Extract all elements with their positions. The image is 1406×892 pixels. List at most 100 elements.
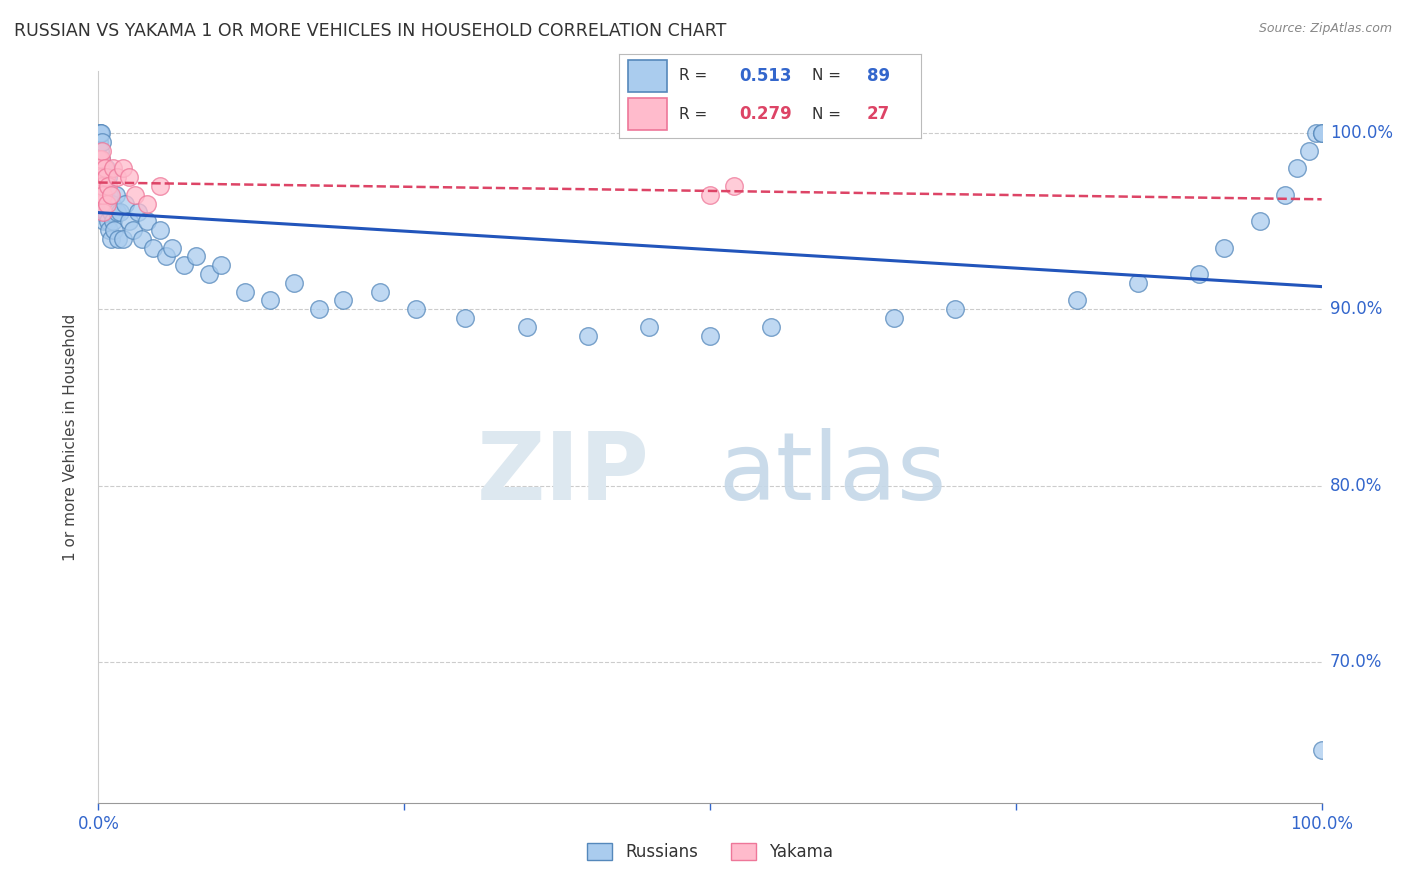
Point [105, 170, 128, 185]
Point [186, 249, 208, 263]
Text: N =: N = [813, 69, 846, 84]
Point [89, 187, 111, 202]
Point [87, 205, 110, 219]
Point [87, 170, 110, 185]
Point [124, 187, 146, 202]
Point [233, 285, 256, 299]
Point [1274, 187, 1296, 202]
Point [89, 170, 111, 185]
Point [98, 223, 121, 237]
Point [883, 311, 905, 326]
Point [89, 153, 111, 167]
Point [107, 232, 129, 246]
Text: N =: N = [813, 107, 846, 121]
Point [637, 320, 661, 334]
Point [1188, 267, 1211, 281]
Point [90, 187, 112, 202]
Point [101, 161, 124, 176]
Point [90, 196, 112, 211]
Point [1066, 293, 1088, 308]
Point [98, 196, 121, 211]
Point [100, 205, 122, 219]
Point [454, 311, 477, 326]
Bar [627, 61, 666, 92]
Point [100, 232, 122, 246]
Text: Source: ZipAtlas.com: Source: ZipAtlas.com [1258, 22, 1392, 36]
Point [89, 135, 111, 149]
Point [91, 196, 114, 211]
Point [94, 170, 117, 185]
Point [368, 285, 391, 299]
Point [118, 214, 141, 228]
Point [93, 161, 115, 176]
Point [111, 232, 134, 246]
Text: R =: R = [679, 107, 713, 121]
Point [94, 187, 117, 202]
Point [1286, 161, 1309, 176]
Point [197, 267, 219, 281]
Point [90, 126, 112, 140]
Point [723, 178, 745, 193]
Point [699, 187, 721, 202]
Text: 0.513: 0.513 [740, 67, 792, 85]
Point [96, 196, 118, 211]
Bar [627, 98, 666, 130]
Point [1310, 743, 1333, 757]
Point [89, 161, 111, 176]
Point [136, 196, 159, 211]
Point [91, 170, 114, 185]
Point [576, 328, 599, 343]
Point [103, 223, 125, 237]
Point [89, 126, 111, 140]
Point [209, 258, 232, 272]
Point [149, 223, 172, 237]
Point [97, 178, 120, 193]
Point [131, 232, 153, 246]
Point [111, 161, 134, 176]
Point [91, 205, 114, 219]
Y-axis label: 1 or more Vehicles in Household: 1 or more Vehicles in Household [63, 313, 77, 561]
Point [142, 241, 165, 255]
Text: atlas: atlas [718, 427, 946, 520]
Point [136, 214, 159, 228]
Point [761, 320, 783, 334]
Point [91, 161, 114, 176]
Point [1212, 241, 1234, 255]
Point [91, 178, 114, 193]
Point [89, 178, 111, 193]
Point [283, 276, 305, 290]
Point [259, 293, 281, 308]
Point [90, 178, 112, 193]
Point [1310, 126, 1333, 140]
Point [97, 187, 120, 202]
Point [101, 196, 124, 211]
Point [90, 144, 112, 158]
Point [943, 302, 966, 317]
Point [89, 161, 111, 176]
Point [91, 178, 114, 193]
Point [101, 214, 124, 228]
Point [516, 320, 538, 334]
Point [89, 187, 111, 202]
Point [89, 126, 111, 140]
Point [149, 178, 172, 193]
Point [90, 153, 112, 167]
Point [93, 170, 115, 185]
Point [93, 196, 115, 211]
Point [93, 205, 115, 219]
Text: 27: 27 [866, 105, 890, 123]
Point [91, 187, 114, 202]
Point [127, 205, 149, 219]
Text: 90.0%: 90.0% [1330, 301, 1382, 318]
Point [1310, 126, 1333, 140]
Point [93, 214, 115, 228]
Point [173, 258, 195, 272]
Point [105, 205, 128, 219]
Point [121, 223, 143, 237]
Point [90, 153, 112, 167]
Point [89, 178, 111, 193]
Point [110, 205, 132, 219]
Point [97, 170, 120, 185]
Point [96, 205, 118, 219]
Point [94, 161, 117, 176]
